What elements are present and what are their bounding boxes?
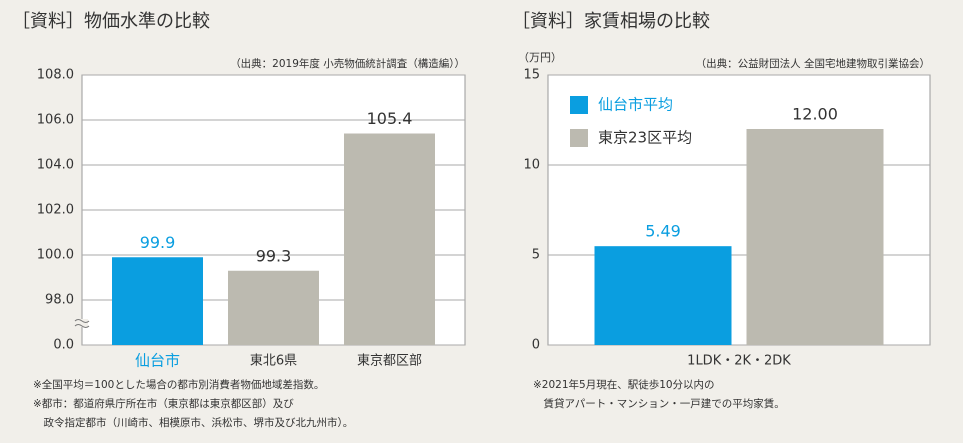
bar <box>228 270 319 345</box>
y-tick-label: 100.0 <box>37 248 74 263</box>
value-label: 5.49 <box>645 222 681 241</box>
note: 政令指定都市（川崎市、相模原市、浜松市、堺市及び北九州市）。 <box>33 416 353 429</box>
x-tick-label: 1LDK・2K・2DK <box>687 354 791 369</box>
y-tick-label: 102.0 <box>37 203 74 218</box>
y-tick-label: 5 <box>532 248 540 263</box>
bar <box>344 133 435 345</box>
x-tick-label: 東北6県 <box>250 353 297 369</box>
value-label: 105.4 <box>367 109 413 128</box>
y-tick-label: 0 <box>532 338 540 353</box>
y-tick-label: 104.0 <box>37 158 74 173</box>
value-label: 12.00 <box>792 105 838 124</box>
x-tick-label: 東京都区部 <box>357 353 422 369</box>
y-tick-label: 0.0 <box>53 338 74 353</box>
value-label: 99.3 <box>256 246 292 265</box>
axis-break-gap <box>76 319 88 327</box>
y-tick-label: 15 <box>523 68 540 83</box>
y-tick-label: 108.0 <box>37 68 74 83</box>
note: ※都市：都道府県庁所在市（東京都は東京都区部）及び <box>33 397 294 410</box>
y-tick-label: 10 <box>523 158 540 173</box>
y-tick-label: 98.0 <box>45 293 74 308</box>
bar <box>594 246 732 345</box>
value-label: 99.9 <box>140 233 176 252</box>
chart-title: ［資料］物価水準の比較 <box>12 11 210 32</box>
y-tick-label: 106.0 <box>37 113 74 128</box>
axis-break <box>74 319 90 328</box>
legend-swatch <box>570 96 588 114</box>
legend-swatch <box>570 129 588 147</box>
y-unit: （万円） <box>518 51 562 64</box>
note: ※2021年5月現在、駅徒歩10分以内の <box>533 378 715 391</box>
legend-label: 東京23区平均 <box>598 129 692 147</box>
source: （出典：公益財団法人 全国宅地建物取引業協会） <box>696 57 930 70</box>
note: ※全国平均＝100とした場合の都市別消費者物価地域差指数。 <box>33 378 324 391</box>
chart-title: ［資料］家賃相場の比較 <box>512 11 710 32</box>
source: （出典：2019年度 小売物価統計調査（構造編）） <box>230 57 465 70</box>
bar <box>746 129 884 345</box>
bar <box>112 257 203 345</box>
note: 賃貸アパート・マンション・一戸建での平均家賃。 <box>533 397 785 410</box>
x-tick-label: 仙台市 <box>135 352 180 370</box>
legend-label: 仙台市平均 <box>598 96 673 114</box>
